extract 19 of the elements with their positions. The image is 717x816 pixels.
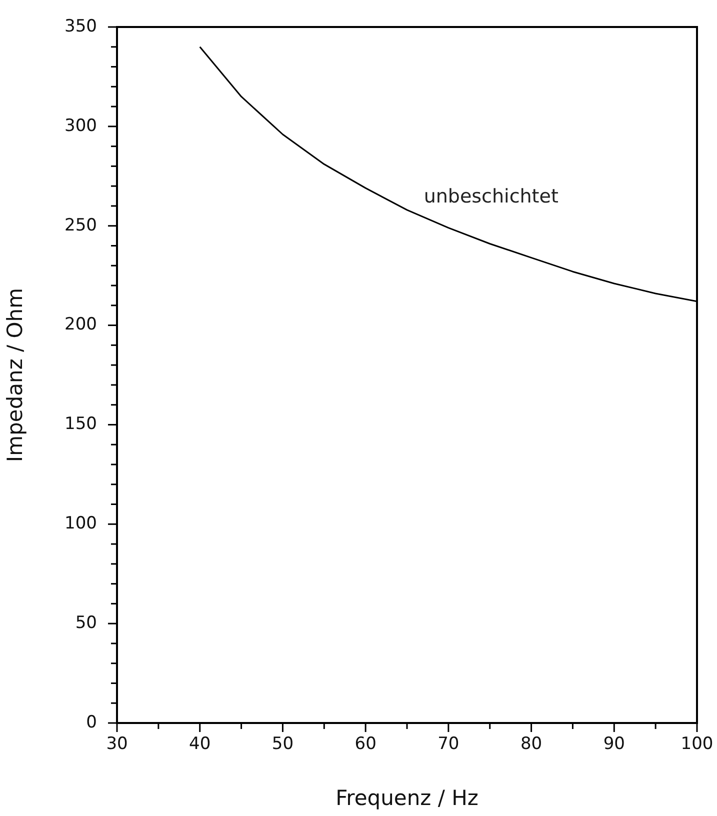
y-tick-label: 0	[86, 712, 97, 732]
x-tick-label: 40	[189, 734, 211, 754]
x-tick-label: 90	[603, 734, 625, 754]
x-tick-label: 80	[520, 734, 542, 754]
y-tick-label: 350	[64, 16, 97, 36]
y-tick-label: 50	[75, 612, 97, 633]
y-tick-label: 100	[64, 514, 97, 534]
y-tick-label: 150	[64, 414, 97, 434]
y-tick-label: 300	[64, 116, 97, 136]
annotation: unbeschichtet	[424, 185, 558, 208]
y-axis-title: Impedanz / Ohm	[3, 288, 28, 462]
y-tick-label: 200	[64, 314, 97, 335]
x-tick-label: 70	[438, 734, 460, 754]
x-axis-title: Frequenz / Hz	[336, 786, 478, 810]
y-tick-label: 250	[64, 215, 97, 236]
x-tick-label: 60	[354, 734, 376, 754]
x-tick-label: 50	[272, 734, 294, 754]
x-tick-label: 100	[680, 734, 714, 754]
x-tick-label: 30	[106, 734, 128, 754]
